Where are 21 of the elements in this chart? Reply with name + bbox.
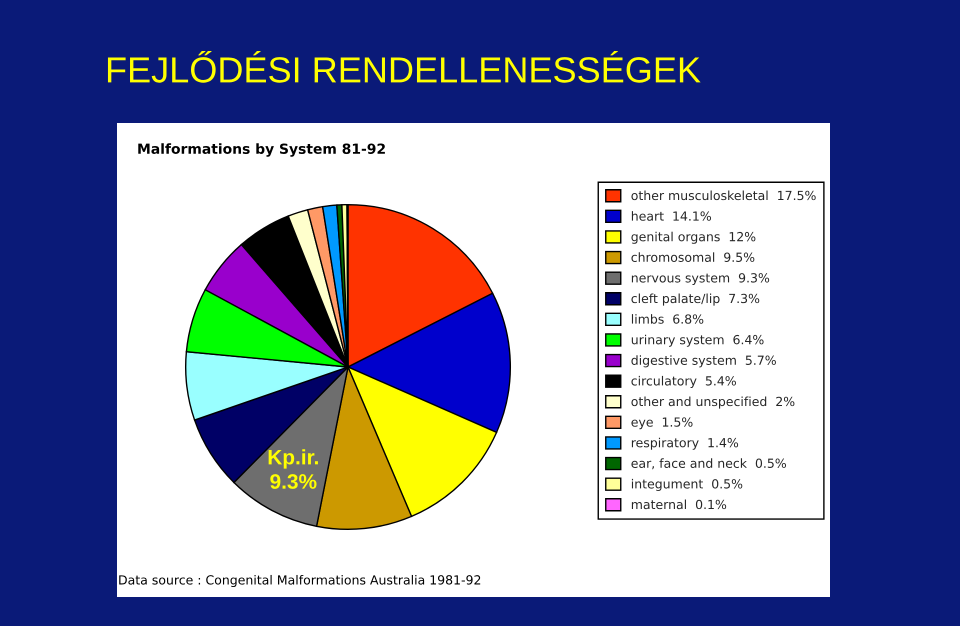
data-label: 9.3% [270,474,317,489]
legend-label: integument 0.5% [632,478,742,491]
legend-label: respiratory 1.4% [632,438,738,450]
chart-title: FEJLŐDÉSI RENDELLENESSÉGEK [108,51,701,83]
legend-label: maternal 0.1% [632,499,726,510]
chart-subtitle: Malformations by System 81-92 [138,143,385,157]
text: Kp.ir. [268,449,318,469]
source-note: Data source : Congenital Malformations Australia 1981-92 [119,574,480,588]
legend-label: other and unspecified 2% [631,396,794,409]
legend-label: limbs 6.8% [632,314,704,324]
legend-label: chromosomal 9.5% [631,252,754,262]
legend-label: heart 14.1% [632,211,712,221]
legend-label: digestive system 5.7% [631,355,776,368]
legend-label: urinary system 6.4% [632,334,764,347]
legend-label: other musculoskeletal 17.5% [631,190,816,200]
legend-label: cleft palate/lip 7.3% [631,294,760,306]
legend-label: genital organs 12% [631,232,756,244]
legend-label: ear, face and neck 0.5% [631,458,786,470]
legend-label: circulatory 5.4% [631,376,736,388]
legend-label: nervous system 9.3% [632,273,770,285]
legend-label: eye 1.5% [631,417,693,430]
